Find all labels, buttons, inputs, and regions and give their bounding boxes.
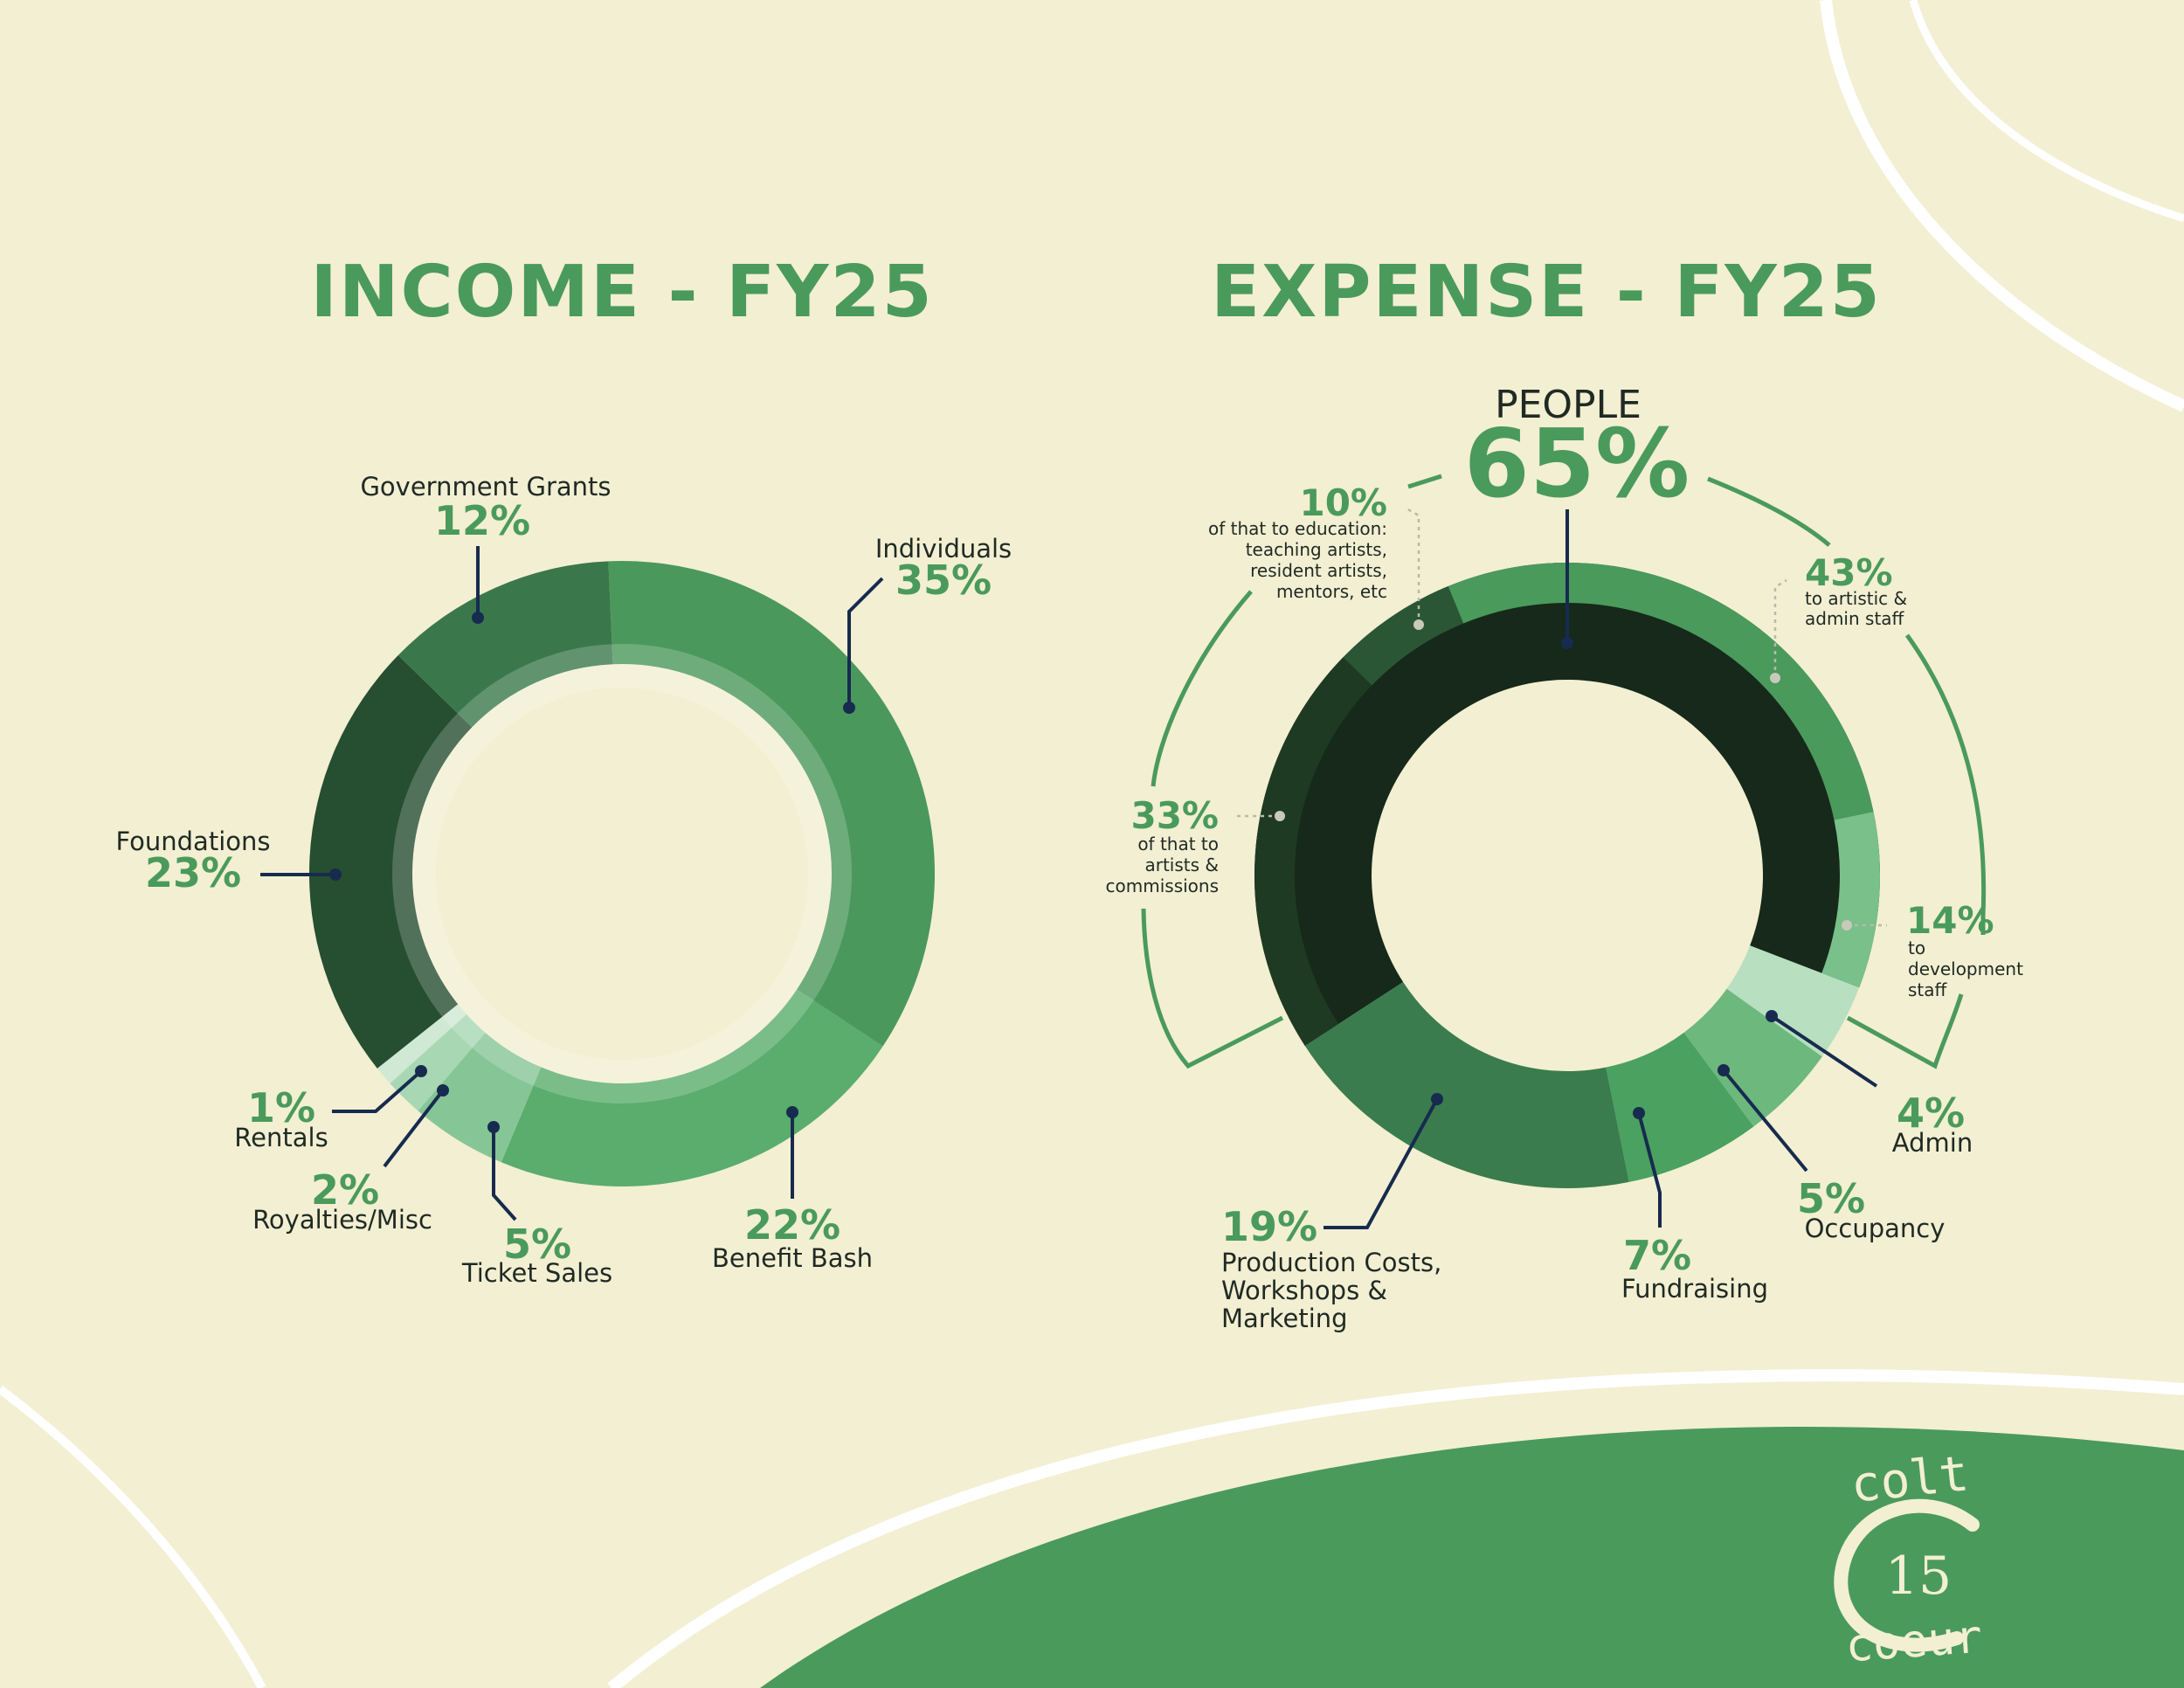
expense-label-production: 19% Production Costs, Workshops & Market… <box>1221 1093 1443 1333</box>
income-rentals-name: Rentals <box>234 1123 328 1152</box>
income-benefit-name: Benefit Bash <box>712 1243 873 1273</box>
expense-10-line1: of that to education: <box>1208 518 1387 539</box>
expense-admin-name: Admin <box>1892 1128 1973 1158</box>
logo-bottom-word: coeur <box>1844 1611 1984 1673</box>
income-label-government: Government Grants 12% <box>360 472 612 624</box>
logo-number: 15 <box>1885 1546 1952 1607</box>
income-label-benefit-bash: 22% Benefit Bash <box>712 1106 873 1273</box>
expense-10-line2: teaching artists, <box>1246 539 1387 560</box>
expense-14-line3: staff <box>1908 979 1948 1000</box>
expense-occupancy-pct: 5% <box>1797 1175 1865 1222</box>
expense-slice-fundraising <box>1606 1032 1754 1182</box>
income-ticket-pct: 5% <box>503 1221 571 1268</box>
expense-14-pct: 14% <box>1906 899 1994 942</box>
expense-label-admin: 4% Admin <box>1766 1010 1973 1158</box>
expense-43-pct: 43% <box>1805 551 1893 594</box>
expense-slice-admin <box>1726 945 1860 1057</box>
expense-people-leader <box>1561 509 1573 649</box>
expense-people-pct: 65% <box>1464 410 1690 519</box>
income-donut-chart <box>309 561 935 1186</box>
expense-people-band-33 <box>1254 657 1372 1046</box>
income-label-rentals: 1% Rentals <box>234 1065 427 1152</box>
expense-title: EXPENSE - FY25 <box>1211 251 1882 334</box>
income-foundations-name: Foundations <box>116 827 271 856</box>
expense-donut-chart <box>1254 563 1880 1189</box>
expense-10-line3: resident artists, <box>1250 560 1387 581</box>
income-title: INCOME - FY25 <box>310 251 933 334</box>
income-foundations-pct: 23% <box>145 849 241 896</box>
income-royalties-name: Royalties/Misc <box>252 1205 432 1235</box>
colt-coeur-logo: colt 15 coeur <box>1834 1445 1984 1673</box>
income-benefit-pct: 22% <box>744 1201 840 1249</box>
income-slice-government-grants <box>397 561 613 728</box>
expense-label-occupancy: 5% Occupancy <box>1717 1064 1945 1243</box>
income-slice-rentals <box>377 1004 467 1084</box>
expense-33-line1: of that to <box>1137 834 1219 854</box>
income-label-individuals: Individuals 35% <box>843 534 1012 714</box>
expense-people-43: 43% to artistic & admin staff <box>1770 551 1907 683</box>
expense-43-line1: to artistic & <box>1805 588 1907 609</box>
decor-curve-top-right-outer <box>1820 0 2184 412</box>
income-gov-name: Government Grants <box>360 472 611 502</box>
decor-curve-bottom-left <box>0 1386 266 1688</box>
expense-admin-pct: 4% <box>1897 1090 1965 1137</box>
income-slice-benefit-bash <box>501 989 883 1186</box>
expense-production-line2: Workshops & <box>1221 1276 1387 1305</box>
expense-production-line3: Marketing <box>1221 1304 1348 1333</box>
income-slice-ticket-sales <box>418 1032 542 1163</box>
expense-10-pct: 10% <box>1299 481 1387 524</box>
income-royalties-pct: 2% <box>311 1166 379 1214</box>
decor-green-hill <box>760 1427 2184 1688</box>
decor-curve-top-right-inner <box>1909 0 2184 223</box>
income-inner-ring <box>392 644 852 1103</box>
income-rentals-pct: 1% <box>247 1084 315 1131</box>
income-gov-pct: 12% <box>434 497 530 544</box>
expense-slice-production-costs-workshops-marketing <box>1304 981 1629 1189</box>
income-label-royalties: 2% Royalties/Misc <box>252 1084 449 1235</box>
expense-production-pct: 19% <box>1221 1203 1317 1250</box>
expense-10-line4: mentors, etc <box>1276 581 1387 602</box>
expense-occupancy-name: Occupancy <box>1805 1214 1946 1243</box>
income-slice-royalties-misc <box>390 1013 486 1111</box>
decor-white-band-bottom <box>607 1369 2184 1688</box>
expense-43-line2: admin staff <box>1805 608 1905 629</box>
income-slice-foundations <box>309 654 473 1069</box>
expense-14-line1: to <box>1908 937 1925 958</box>
income-slice-individuals <box>608 561 935 1047</box>
expense-production-line1: Production Costs, <box>1221 1248 1441 1277</box>
income-individuals-pct: 35% <box>895 557 992 604</box>
expense-label-fundraising: 7% Fundraising <box>1621 1107 1768 1304</box>
expense-people-band-10 <box>1343 585 1464 686</box>
expense-people-33: 33% of that to artists & commissions <box>1106 794 1285 896</box>
expense-fundraising-name: Fundraising <box>1621 1274 1768 1304</box>
income-label-foundations: Foundations 23% <box>116 827 342 896</box>
expense-fundraising-pct: 7% <box>1623 1232 1691 1279</box>
logo-c-mark <box>1834 1498 1980 1652</box>
expense-33-line2: artists & <box>1144 854 1219 875</box>
income-individuals-name: Individuals <box>875 534 1012 564</box>
expense-33-pct: 33% <box>1130 794 1219 837</box>
expense-33-line3: commissions <box>1106 875 1219 896</box>
expense-people-bracket <box>1141 474 1987 1069</box>
income-label-ticket-sales: 5% Ticket Sales <box>461 1121 612 1288</box>
expense-people-band-43 <box>1448 563 1874 820</box>
expense-slice-people <box>1254 563 1880 1046</box>
expense-people-14: 14% to development staff <box>1842 899 2023 1000</box>
expense-people-10: 10% of that to education: teaching artis… <box>1208 481 1424 630</box>
expense-people-band-14 <box>1821 812 1880 988</box>
income-ticket-name: Ticket Sales <box>461 1258 612 1288</box>
expense-people-name: PEOPLE <box>1495 383 1641 427</box>
expense-14-line2: development <box>1908 958 2023 979</box>
expense-slice-occupancy <box>1683 988 1822 1127</box>
